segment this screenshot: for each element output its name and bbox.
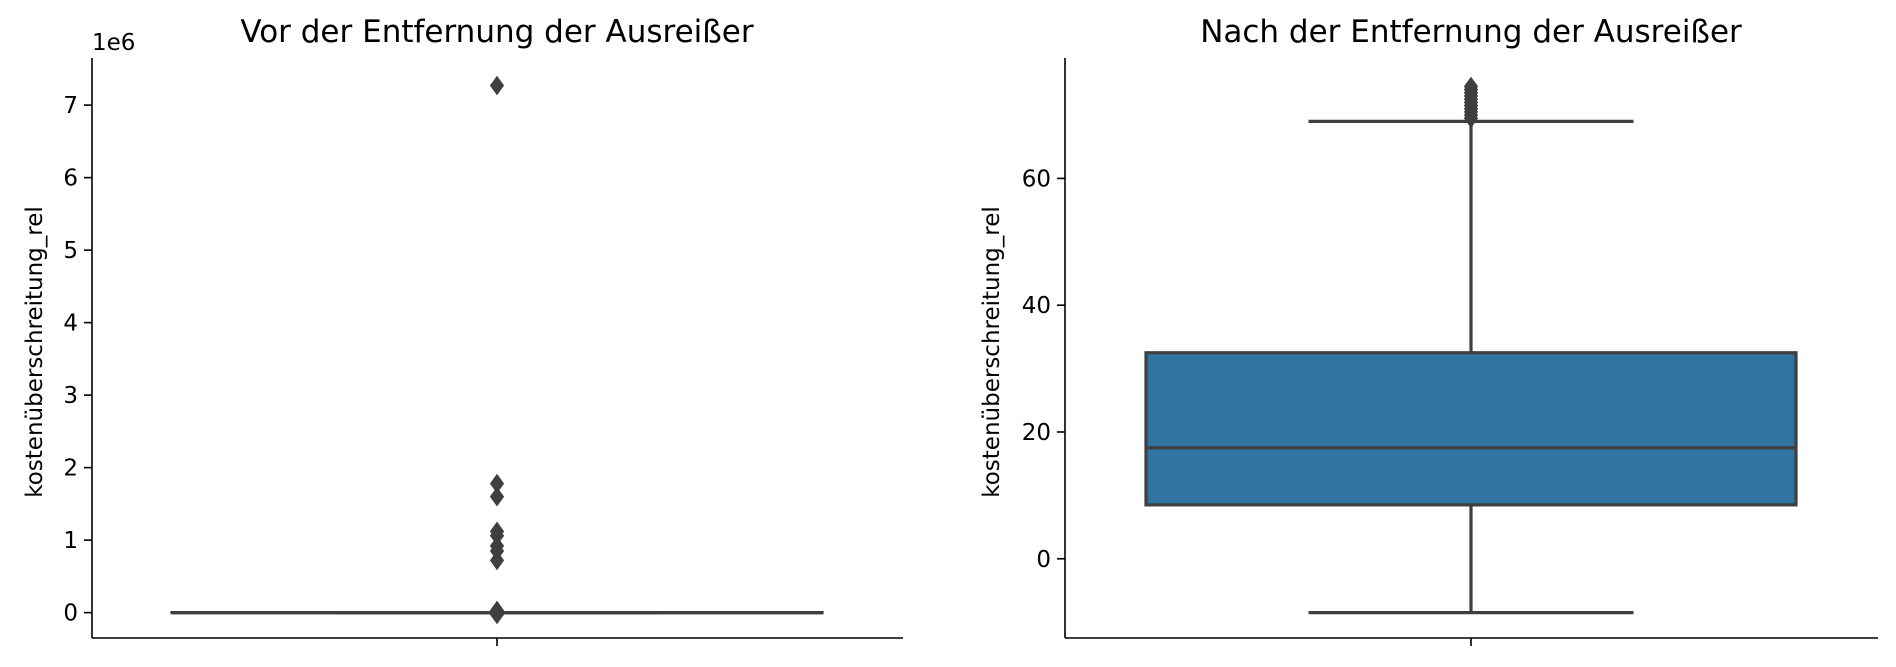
left-y-tick-label: 4 bbox=[63, 311, 78, 337]
left-y-tick-label: 3 bbox=[63, 383, 78, 409]
left-outlier-point bbox=[489, 486, 505, 507]
left-y-axis-label: kostenüberschreitung_rel bbox=[22, 206, 48, 498]
right-boxplot-panel: Nach der Entfernung der Ausreißer kosten… bbox=[979, 14, 1878, 646]
left-y-tick-label: 1 bbox=[63, 528, 78, 554]
right-y-tick-label: 40 bbox=[1022, 293, 1051, 319]
left-chart-title: Vor der Entfernung der Ausreißer bbox=[240, 14, 753, 50]
left-y-tick-label: 0 bbox=[63, 601, 78, 627]
right-chart-title: Nach der Entfernung der Ausreißer bbox=[1200, 14, 1742, 50]
left-boxplot-panel: Vor der Entfernung der Ausreißer 1e6 kos… bbox=[22, 14, 903, 646]
right-y-ticks: 0 20 40 60 bbox=[1022, 166, 1065, 573]
left-outlier-point bbox=[489, 604, 505, 625]
left-box-marks bbox=[170, 75, 824, 625]
right-y-axis-label: kostenüberschreitung_rel bbox=[979, 206, 1005, 498]
left-y-tick-label: 7 bbox=[63, 93, 78, 119]
left-y-tick-label: 6 bbox=[63, 166, 78, 192]
left-y-tick-label: 5 bbox=[63, 238, 78, 264]
right-box-marks bbox=[1144, 76, 1798, 615]
left-outlier-point bbox=[489, 75, 505, 96]
right-outlier-point bbox=[1463, 76, 1479, 97]
left-y-ticks: 0 1 2 3 4 5 6 7 bbox=[63, 93, 92, 627]
left-y-offset-label: 1e6 bbox=[92, 30, 135, 56]
right-iqr-box bbox=[1144, 351, 1798, 507]
right-y-tick-label: 0 bbox=[1036, 547, 1051, 573]
left-outlier-point bbox=[489, 550, 505, 571]
left-y-tick-label: 2 bbox=[63, 456, 78, 482]
right-y-tick-label: 60 bbox=[1022, 166, 1051, 192]
right-y-tick-label: 20 bbox=[1022, 420, 1051, 446]
